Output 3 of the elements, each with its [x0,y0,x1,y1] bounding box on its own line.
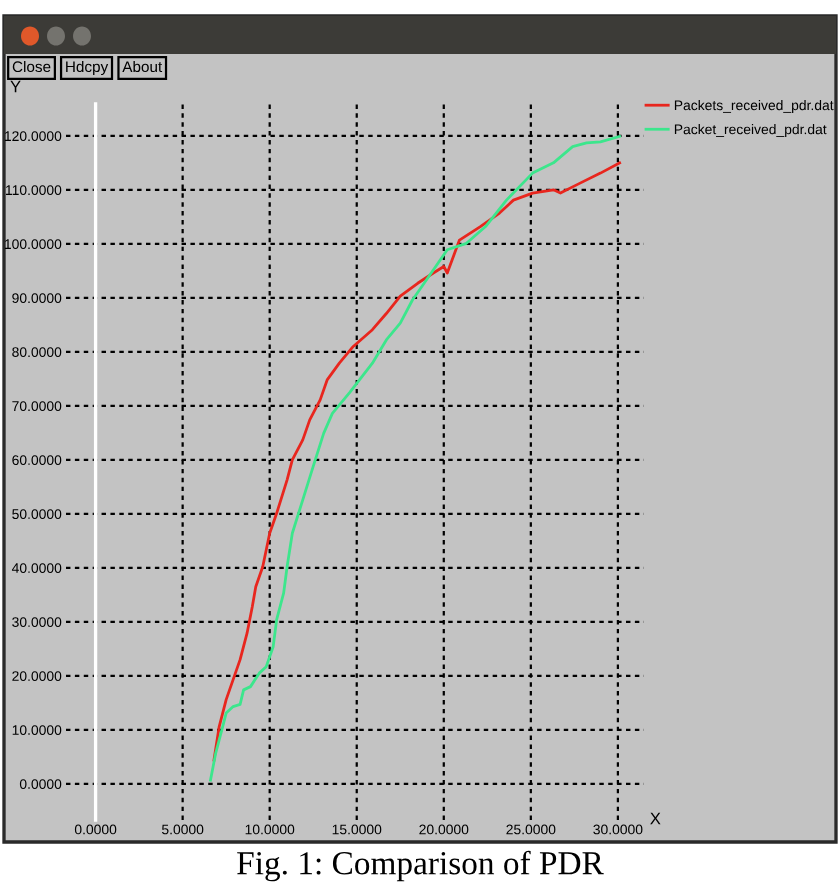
text: Fig. 1: Comparison of PDR [237,850,604,882]
x-axis-title: X [650,812,661,825]
y-axis-title: Y [10,80,21,93]
